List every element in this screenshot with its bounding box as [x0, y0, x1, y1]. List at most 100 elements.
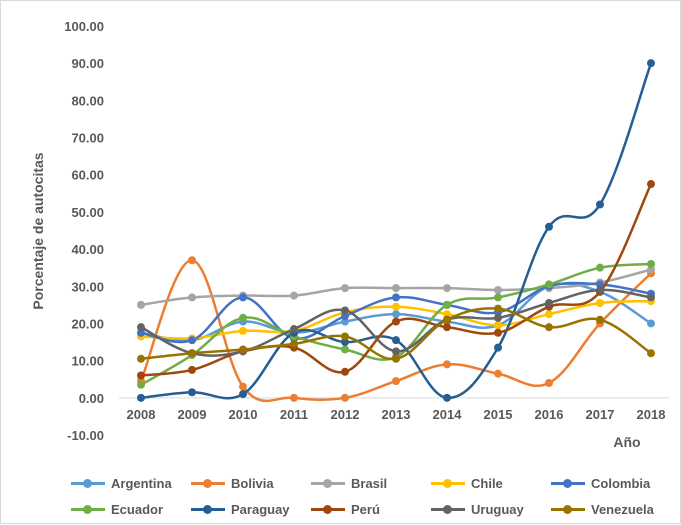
data-point	[341, 306, 349, 315]
data-point	[647, 59, 655, 68]
data-point	[137, 323, 145, 332]
y-tick-label: 60.00	[71, 168, 104, 183]
data-point	[239, 293, 247, 302]
x-tick-label: 2015	[484, 407, 513, 422]
legend-item: Uruguay	[431, 501, 551, 517]
data-point	[545, 310, 553, 319]
data-point	[188, 293, 196, 302]
legend-swatch-icon	[551, 478, 585, 488]
data-point	[188, 349, 196, 358]
legend-item: Colombia	[551, 475, 671, 491]
y-tick-label: 30.00	[71, 279, 104, 294]
data-point	[239, 390, 247, 399]
data-point	[341, 284, 349, 293]
data-point	[341, 312, 349, 321]
data-point	[137, 380, 145, 389]
series-points	[137, 59, 655, 402]
data-point	[647, 265, 655, 274]
x-tick-label: 2010	[229, 407, 258, 422]
legend-label: Chile	[471, 475, 503, 491]
legend: Argentina Bolivia Brasil Chile Colombia Ecuad…	[71, 475, 671, 517]
y-tick-label: 80.00	[71, 93, 104, 108]
legend-swatch-icon	[431, 504, 465, 514]
x-tick-label: 2017	[586, 407, 615, 422]
y-tick-label: 50.00	[71, 205, 104, 220]
data-point	[494, 328, 502, 337]
data-point	[392, 317, 400, 326]
data-point	[596, 315, 604, 324]
legend-swatch-icon	[311, 478, 345, 488]
data-point	[494, 369, 502, 378]
data-point	[290, 325, 298, 334]
data-point	[341, 317, 349, 326]
data-point	[239, 345, 247, 354]
legend-item: Perú	[311, 501, 431, 517]
data-point	[188, 365, 196, 374]
data-point	[239, 326, 247, 335]
data-point	[494, 304, 502, 313]
data-point	[188, 388, 196, 397]
data-point	[341, 332, 349, 341]
data-point	[188, 336, 196, 345]
x-axis-title: Año	[613, 434, 640, 450]
data-point	[494, 313, 502, 322]
data-point	[392, 284, 400, 293]
data-point	[494, 343, 502, 352]
legend-swatch-icon	[191, 478, 225, 488]
legend-label: Argentina	[111, 475, 172, 491]
legend-swatch-icon	[191, 504, 225, 514]
data-point	[443, 300, 451, 309]
data-point	[341, 367, 349, 376]
series-line-bolivia	[139, 258, 652, 403]
legend-label: Brasil	[351, 475, 388, 491]
data-point	[443, 393, 451, 402]
legend-swatch-icon	[551, 504, 585, 514]
legend-label: Perú	[351, 501, 380, 517]
data-point	[494, 285, 502, 294]
y-tick-label: 100.00	[64, 19, 104, 34]
x-tick-label: 2012	[331, 407, 360, 422]
data-point	[494, 293, 502, 302]
data-point	[188, 256, 196, 265]
data-point	[647, 319, 655, 328]
x-tick-label: 2013	[382, 407, 411, 422]
legend-label: Venezuela	[591, 501, 654, 517]
data-point	[443, 315, 451, 324]
data-point	[341, 345, 349, 354]
data-point	[239, 382, 247, 391]
data-point	[443, 284, 451, 293]
legend-label: Paraguay	[231, 501, 290, 517]
data-point	[596, 200, 604, 209]
x-tick-label: 2008	[127, 407, 156, 422]
data-point	[392, 293, 400, 302]
data-point	[137, 300, 145, 309]
y-tick-label: -10.00	[67, 428, 104, 443]
y-tick-label: 20.00	[71, 316, 104, 331]
y-axis-tick-labels: -10.00 0.00 10.00 20.00 30.00 40.00 50.00 60.00…	[64, 19, 104, 443]
data-point	[290, 291, 298, 300]
legend-item: Chile	[431, 475, 551, 491]
data-point	[494, 321, 502, 330]
legend-item: Paraguay	[191, 501, 311, 517]
legend-label: Uruguay	[471, 501, 524, 517]
legend-item: Brasil	[311, 475, 431, 491]
data-point	[545, 323, 553, 332]
data-point	[545, 222, 553, 231]
data-point	[392, 377, 400, 386]
series-line-per	[140, 183, 653, 377]
data-point	[443, 360, 451, 369]
data-point	[290, 339, 298, 348]
legend-item: Ecuador	[71, 501, 191, 517]
y-axis-title: Porcentaje de autocitas	[30, 152, 46, 309]
data-point	[647, 180, 655, 189]
data-point	[290, 393, 298, 402]
data-point	[545, 280, 553, 289]
data-point	[392, 336, 400, 345]
x-tick-label: 2018	[637, 407, 666, 422]
data-point	[137, 328, 145, 337]
data-point	[443, 310, 451, 319]
data-point	[647, 349, 655, 358]
data-point	[596, 280, 604, 289]
y-tick-label: 70.00	[71, 131, 104, 146]
